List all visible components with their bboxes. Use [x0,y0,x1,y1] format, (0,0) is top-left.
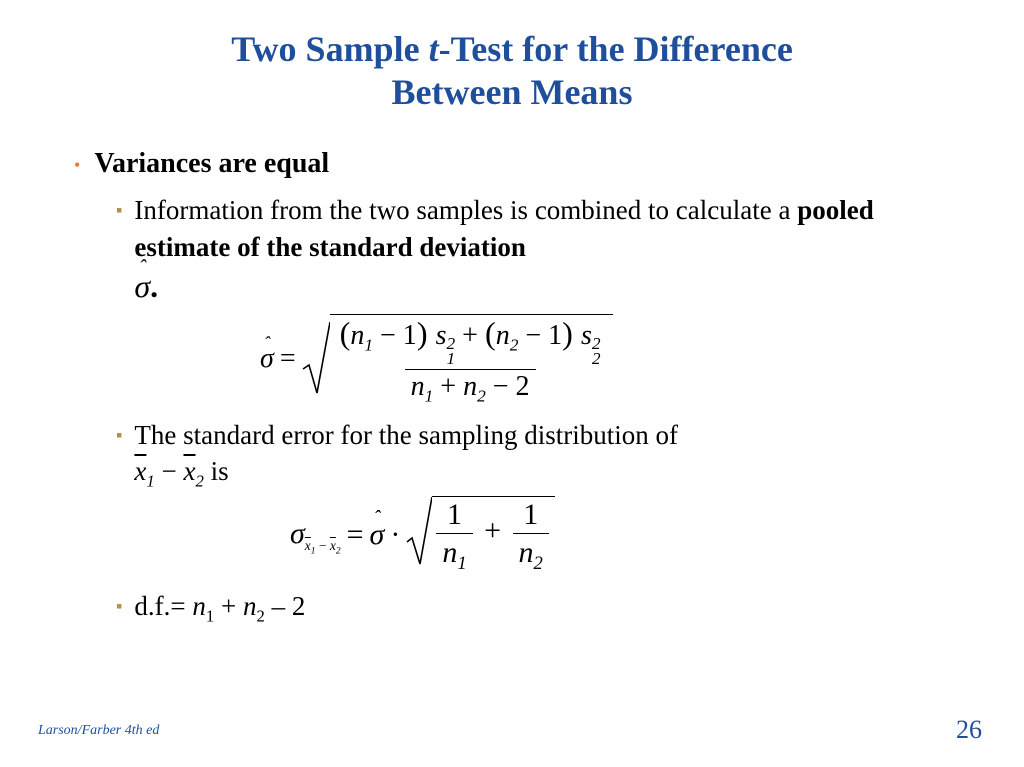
bullet1-text: Variances are equal [94,148,329,180]
sqrt-body-2: 1 n1 + 1 n2 [432,496,555,574]
df-prefix: d.f.= [134,591,192,621]
slide: Two Sample t-Test for the Difference Bet… [0,0,1024,767]
xbar1: x [134,456,146,486]
bullet-level2-3: ▪ d.f.= n1 + n2 – 2 [116,588,964,624]
s2: s [581,320,592,351]
title-part1-after: -Test for the Difference [439,29,793,69]
df-minus: – 2 [265,591,306,621]
frac2b-den: n2 [513,533,549,569]
den-n1-sub: 1 [425,387,434,406]
square-bullet-icon-2: ▪ [116,417,122,490]
df-n2: n [243,591,257,621]
frac-2a: 1 n1 [436,498,472,569]
frac2a-den: n1 [436,533,472,569]
title-part2: Between Means [392,72,633,112]
df-n1-sub: 1 [206,606,214,625]
xbar-minus: − [155,456,184,486]
sigma-hat-inline: ˆ σ [134,265,150,308]
n1: n [350,320,364,351]
xbar2-sub: 2 [195,472,203,491]
dot-op: · [390,518,400,552]
page-title: Two Sample t-Test for the Difference Bet… [60,28,964,114]
n1-sub: 1 [364,336,373,355]
minus-1a: − 1 [373,320,417,351]
bullet-level2-1: ▪ Information from the two samples is co… [116,192,964,308]
hat-mark-3: ˆ [374,508,381,530]
hat-mark-2: ˆ [264,333,270,354]
se-plus: + [480,514,512,547]
n2: n [496,320,510,351]
sub2-text: The standard error for the sampling dist… [134,420,678,450]
sub1-text: Information from the two samples is comb… [134,192,964,308]
formula-std-error: σx1 − x2 = ˆ σ · 1 n1 + [290,496,964,574]
square-bullet-icon: ▪ [116,192,122,308]
den-minus: − 2 [486,371,530,402]
frac-1-num: (n1 − 1) s21 + (n2 − 1) s22 [334,316,607,369]
df-n2-sub: 2 [256,606,264,625]
xbar2: x [183,456,195,486]
frac2b-num: 1 [517,498,544,533]
paren-close-2: ) [562,315,581,351]
xbar-diff: x1 − x2 [134,456,210,486]
frac-2b: 1 n2 [513,498,549,569]
sqrt-1: (n1 − 1) s21 + (n2 − 1) s22 n1 + n2 − 2 [302,314,613,402]
xbar1-sub: 1 [146,472,154,491]
den-n1: n [411,371,425,402]
sub2-text-block: The standard error for the sampling dist… [134,417,678,490]
sigma-hat-lhs: ˆ σ [260,343,274,375]
minus-1b: − 1 [518,320,562,351]
bullet-dot-icon: • [74,148,80,180]
title-part1: Two Sample [231,29,428,69]
df-plus: + [214,591,243,621]
sqrt-body-1: (n1 − 1) s21 + (n2 − 1) s22 n1 + n2 − 2 [330,314,613,402]
bullet-level2-2: ▪ The standard error for the sampling di… [116,417,964,490]
sub3-text: d.f.= n1 + n2 – 2 [134,588,305,624]
page-number: 26 [956,715,982,745]
den-n2-sub: 2 [477,387,486,406]
sub1-before: Information from the two samples is comb… [134,195,797,225]
paren-close-1: ) [417,315,436,351]
sigma-period: . [150,268,158,304]
formula-pooled-sd: ˆ σ = (n1 − 1) s21 + (n2 − 1) s22 n1 + n… [260,314,964,402]
paren-open-2: ( [485,315,496,351]
eq-sign-2: = [347,518,364,552]
frac-1-den: n1 + n2 − 2 [405,369,536,403]
plus-num: + [455,320,485,351]
s1-subsup: 21 [446,336,455,367]
title-italic-t: t [429,29,439,69]
df-n1: n [192,591,206,621]
bullet-level1: • Variances are equal [74,148,964,180]
se-sigma-sub: x1 − x2 [305,538,341,553]
sqrt-2: 1 n1 + 1 n2 [406,496,555,574]
paren-open-1: ( [340,315,351,351]
footer-citation: Larson/Farber 4th ed [38,723,159,739]
sub2-is: is [211,456,229,486]
square-bullet-icon-3: ▪ [116,588,122,624]
eq-sign-1: = [280,343,296,375]
radical-icon [302,321,330,403]
frac2a-num: 1 [441,498,468,533]
frac-1: (n1 − 1) s21 + (n2 − 1) s22 n1 + n2 − 2 [334,316,607,402]
den-n2: n [463,371,477,402]
hat-mark: ˆ [139,254,146,282]
s2-subsup: 22 [592,336,601,367]
sigma-hat-rhs: ˆ σ [370,518,385,552]
s1: s [436,320,447,351]
den-plus: + [433,371,463,402]
se-sigma: σx1 − x2 [290,517,341,552]
radical-icon-2 [406,496,432,574]
